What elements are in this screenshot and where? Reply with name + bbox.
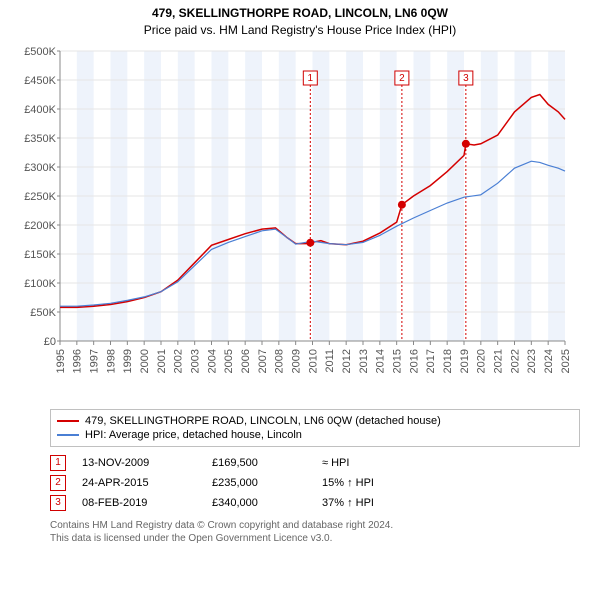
tx-price-3: £340,000 <box>212 497 322 509</box>
svg-text:£350K: £350K <box>24 133 56 145</box>
tx-hpi-1: ≈ HPI <box>322 457 349 469</box>
table-row: 2 24-APR-2015 £235,000 15% ↑ HPI <box>50 473 580 493</box>
svg-text:2007: 2007 <box>257 349 269 373</box>
svg-text:£50K: £50K <box>30 307 56 319</box>
svg-text:2001: 2001 <box>156 349 168 373</box>
svg-text:2003: 2003 <box>190 349 202 373</box>
table-row: 3 08-FEB-2019 £340,000 37% ↑ HPI <box>50 493 580 513</box>
svg-text:£400K: £400K <box>24 104 56 116</box>
transaction-table: 1 13-NOV-2009 £169,500 ≈ HPI 2 24-APR-20… <box>50 453 580 513</box>
svg-text:2004: 2004 <box>206 349 218 373</box>
legend-swatch-hpi <box>57 434 79 436</box>
svg-text:2013: 2013 <box>358 349 370 373</box>
footer-line-1: Contains HM Land Registry data © Crown c… <box>50 519 580 532</box>
tx-date-3: 08-FEB-2019 <box>82 497 212 509</box>
svg-text:£100K: £100K <box>24 278 56 290</box>
tx-marker-2: 2 <box>50 475 66 491</box>
chart-subtitle: Price paid vs. HM Land Registry's House … <box>0 20 600 41</box>
svg-text:2: 2 <box>399 73 405 84</box>
chart-svg: £0 £50K £100K £150K £200K £250K £300K £350K £400… <box>10 41 570 401</box>
tx-hpi-3: 37% ↑ HPI <box>322 497 374 509</box>
tx-date-1: 13-NOV-2009 <box>82 457 212 469</box>
svg-text:£300K: £300K <box>24 162 56 174</box>
legend: 479, SKELLINGTHORPE ROAD, LINCOLN, LN6 0… <box>50 409 580 447</box>
svg-text:£150K: £150K <box>24 249 56 261</box>
footer-line-2: This data is licensed under the Open Gov… <box>50 532 580 545</box>
svg-text:2002: 2002 <box>173 349 185 373</box>
svg-text:2020: 2020 <box>476 349 488 373</box>
svg-text:2012: 2012 <box>341 349 353 373</box>
svg-text:2022: 2022 <box>509 349 521 373</box>
svg-text:3: 3 <box>463 73 469 84</box>
tx-marker-1: 1 <box>50 455 66 471</box>
svg-text:1999: 1999 <box>122 349 134 373</box>
svg-text:2018: 2018 <box>442 349 454 373</box>
table-row: 1 13-NOV-2009 £169,500 ≈ HPI <box>50 453 580 473</box>
legend-label-hpi: HPI: Average price, detached house, Linc… <box>85 429 302 441</box>
svg-text:2016: 2016 <box>408 349 420 373</box>
tx-hpi-2: 15% ↑ HPI <box>322 477 374 489</box>
svg-text:2011: 2011 <box>324 349 336 373</box>
svg-text:1998: 1998 <box>105 349 117 373</box>
svg-text:2015: 2015 <box>392 349 404 373</box>
tx-price-1: £169,500 <box>212 457 322 469</box>
svg-text:£250K: £250K <box>24 191 56 203</box>
svg-text:2006: 2006 <box>240 349 252 373</box>
svg-text:2014: 2014 <box>375 349 387 373</box>
svg-text:2009: 2009 <box>291 349 303 373</box>
svg-text:2021: 2021 <box>493 349 505 373</box>
tx-price-2: £235,000 <box>212 477 322 489</box>
footer: Contains HM Land Registry data © Crown c… <box>50 519 580 545</box>
svg-text:2010: 2010 <box>307 349 319 373</box>
svg-text:1: 1 <box>308 73 314 84</box>
svg-text:2008: 2008 <box>274 349 286 373</box>
chart: £0 £50K £100K £150K £200K £250K £300K £350K £400… <box>10 41 570 401</box>
legend-item-hpi: HPI: Average price, detached house, Linc… <box>57 428 573 442</box>
svg-text:2000: 2000 <box>139 349 151 373</box>
svg-text:2024: 2024 <box>543 349 555 373</box>
svg-text:£200K: £200K <box>24 220 56 232</box>
svg-text:2017: 2017 <box>425 349 437 373</box>
svg-text:£500K: £500K <box>24 46 56 58</box>
svg-text:1995: 1995 <box>55 349 67 373</box>
chart-title: 479, SKELLINGTHORPE ROAD, LINCOLN, LN6 0… <box>0 0 600 20</box>
chart-container: 479, SKELLINGTHORPE ROAD, LINCOLN, LN6 0… <box>0 0 600 590</box>
svg-text:2019: 2019 <box>459 349 471 373</box>
svg-text:£0: £0 <box>44 336 56 348</box>
tx-marker-3: 3 <box>50 495 66 511</box>
legend-item-property: 479, SKELLINGTHORPE ROAD, LINCOLN, LN6 0… <box>57 414 573 428</box>
legend-swatch-property <box>57 420 79 422</box>
svg-text:2005: 2005 <box>223 349 235 373</box>
svg-text:2023: 2023 <box>526 349 538 373</box>
svg-text:1997: 1997 <box>89 349 101 373</box>
svg-text:2025: 2025 <box>560 349 570 373</box>
tx-date-2: 24-APR-2015 <box>82 477 212 489</box>
svg-text:1996: 1996 <box>72 349 84 373</box>
legend-label-property: 479, SKELLINGTHORPE ROAD, LINCOLN, LN6 0… <box>85 415 441 427</box>
svg-text:£450K: £450K <box>24 75 56 87</box>
